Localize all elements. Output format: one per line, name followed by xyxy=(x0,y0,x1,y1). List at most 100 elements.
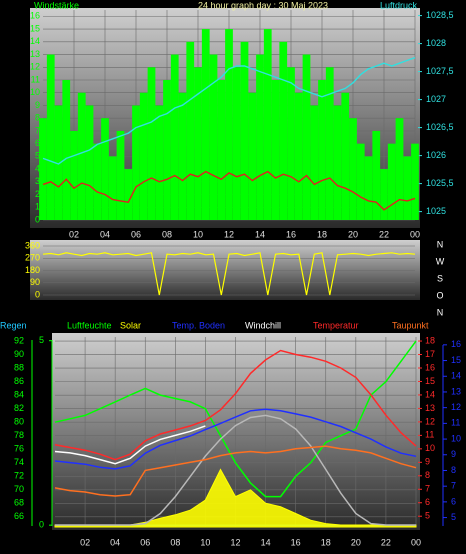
y-tick-label: 1025,5 xyxy=(426,178,454,188)
y-tick-label: 14 xyxy=(425,389,435,399)
y-tick-label: 15 xyxy=(451,355,461,365)
y-tick-label: 82 xyxy=(14,403,24,413)
y-tick-label: 72 xyxy=(14,471,24,481)
bar xyxy=(77,92,86,220)
y-tick-label: 0 xyxy=(35,289,40,299)
y-tick-label: 74 xyxy=(14,457,24,467)
y-tick-label: 16 xyxy=(30,11,40,21)
y-tick-label: 9 xyxy=(451,449,456,459)
y-tick-label: 92 xyxy=(14,335,24,345)
bar xyxy=(349,118,357,220)
bar xyxy=(54,105,63,220)
bar xyxy=(147,67,156,220)
bar xyxy=(170,54,179,220)
y-tick-label: 8 xyxy=(425,470,430,480)
bar xyxy=(155,105,164,220)
y-tick-label: 8 xyxy=(35,113,40,123)
chart-title: 24 hour graph day : 30 Maj 2023 xyxy=(198,0,328,10)
x-tick-label: 14 xyxy=(261,537,271,547)
legend-label: Taupunkt xyxy=(392,320,429,330)
legend-label: Temperatur xyxy=(313,320,359,330)
y-tick-label: 2 xyxy=(35,189,40,199)
y-tick-label: 66 xyxy=(14,511,24,521)
y-tick-label: 7 xyxy=(35,125,40,135)
bar xyxy=(232,67,241,220)
bar xyxy=(178,92,187,220)
y-tick-label: 12 xyxy=(30,62,40,72)
legend-label: Solar xyxy=(120,320,141,330)
series-line xyxy=(54,408,417,470)
y-tick-label: 15 xyxy=(30,23,40,33)
compass-label: W xyxy=(436,256,445,266)
x-tick-label: 16 xyxy=(291,537,301,547)
y-tick-label: 84 xyxy=(14,390,24,400)
x-tick-label: 20 xyxy=(351,537,361,547)
x-tick-label: 10 xyxy=(193,229,203,239)
y-tick-label: 5 xyxy=(35,151,40,161)
bar xyxy=(256,54,264,220)
y-tick-label: 1028,5 xyxy=(426,10,454,20)
series-line xyxy=(42,56,416,165)
legend-label: Luftfeuchte xyxy=(67,320,112,330)
bar xyxy=(108,156,117,220)
y-tick-label: 6 xyxy=(451,496,456,506)
y-tick-label: 68 xyxy=(14,498,24,508)
compass-label: N xyxy=(437,239,444,249)
bar xyxy=(395,118,404,220)
bar xyxy=(287,67,295,220)
y-tick-label: 4 xyxy=(35,163,40,173)
bar xyxy=(163,80,171,220)
y-tick-label: 76 xyxy=(14,444,24,454)
bar xyxy=(217,80,226,220)
legend-label: Temp. Boden xyxy=(172,320,225,330)
bar xyxy=(194,67,202,220)
bar xyxy=(209,54,218,220)
bar xyxy=(333,105,342,220)
series-line xyxy=(54,349,417,461)
bar xyxy=(201,29,210,220)
legend-label: Regen xyxy=(0,320,27,330)
bar xyxy=(411,143,419,220)
y-tick-label: 11 xyxy=(451,418,460,428)
y-tick-label: 1027 xyxy=(426,94,446,104)
series-line xyxy=(54,445,417,497)
bar xyxy=(302,54,311,220)
y-tick-label: 80 xyxy=(14,417,24,427)
y-tick-label: 16 xyxy=(451,339,461,349)
x-tick-label: 04 xyxy=(110,537,120,547)
y-tick-label: 70 xyxy=(14,484,24,494)
y-tick-label: 1025 xyxy=(426,206,446,216)
legend-label: Luftdruck xyxy=(380,0,418,10)
bar xyxy=(325,67,334,220)
series-line xyxy=(55,414,416,526)
x-tick-label: 18 xyxy=(321,537,331,547)
bar xyxy=(116,130,125,220)
y-tick-label: 15 xyxy=(425,376,435,386)
y-tick-label: 90 xyxy=(30,277,40,287)
y-tick-label: 5 xyxy=(425,511,430,521)
y-tick-label: 10 xyxy=(451,433,461,443)
y-tick-label: 13 xyxy=(451,386,461,396)
y-tick-label: 6 xyxy=(425,497,430,507)
series-line xyxy=(54,425,206,465)
y-tick-label: 11 xyxy=(31,74,40,84)
compass-label: N xyxy=(437,307,444,317)
x-tick-label: 22 xyxy=(379,229,389,239)
bar xyxy=(372,130,381,220)
y-tick-label: 5 xyxy=(39,335,44,345)
y-tick-label: 10 xyxy=(30,87,40,97)
bar xyxy=(263,29,272,220)
legend-label: Windchill xyxy=(245,320,281,330)
x-tick-label: 20 xyxy=(348,229,358,239)
y-tick-label: 86 xyxy=(14,376,24,386)
y-tick-label: 1027,5 xyxy=(426,66,454,76)
bar xyxy=(310,105,319,220)
bar xyxy=(380,169,388,220)
bar xyxy=(132,105,140,220)
y-tick-label: 90 xyxy=(14,349,24,359)
y-tick-label: 17 xyxy=(425,349,435,359)
bar xyxy=(124,169,133,220)
compass-label: S xyxy=(437,273,443,283)
y-tick-label: 360 xyxy=(25,240,40,250)
